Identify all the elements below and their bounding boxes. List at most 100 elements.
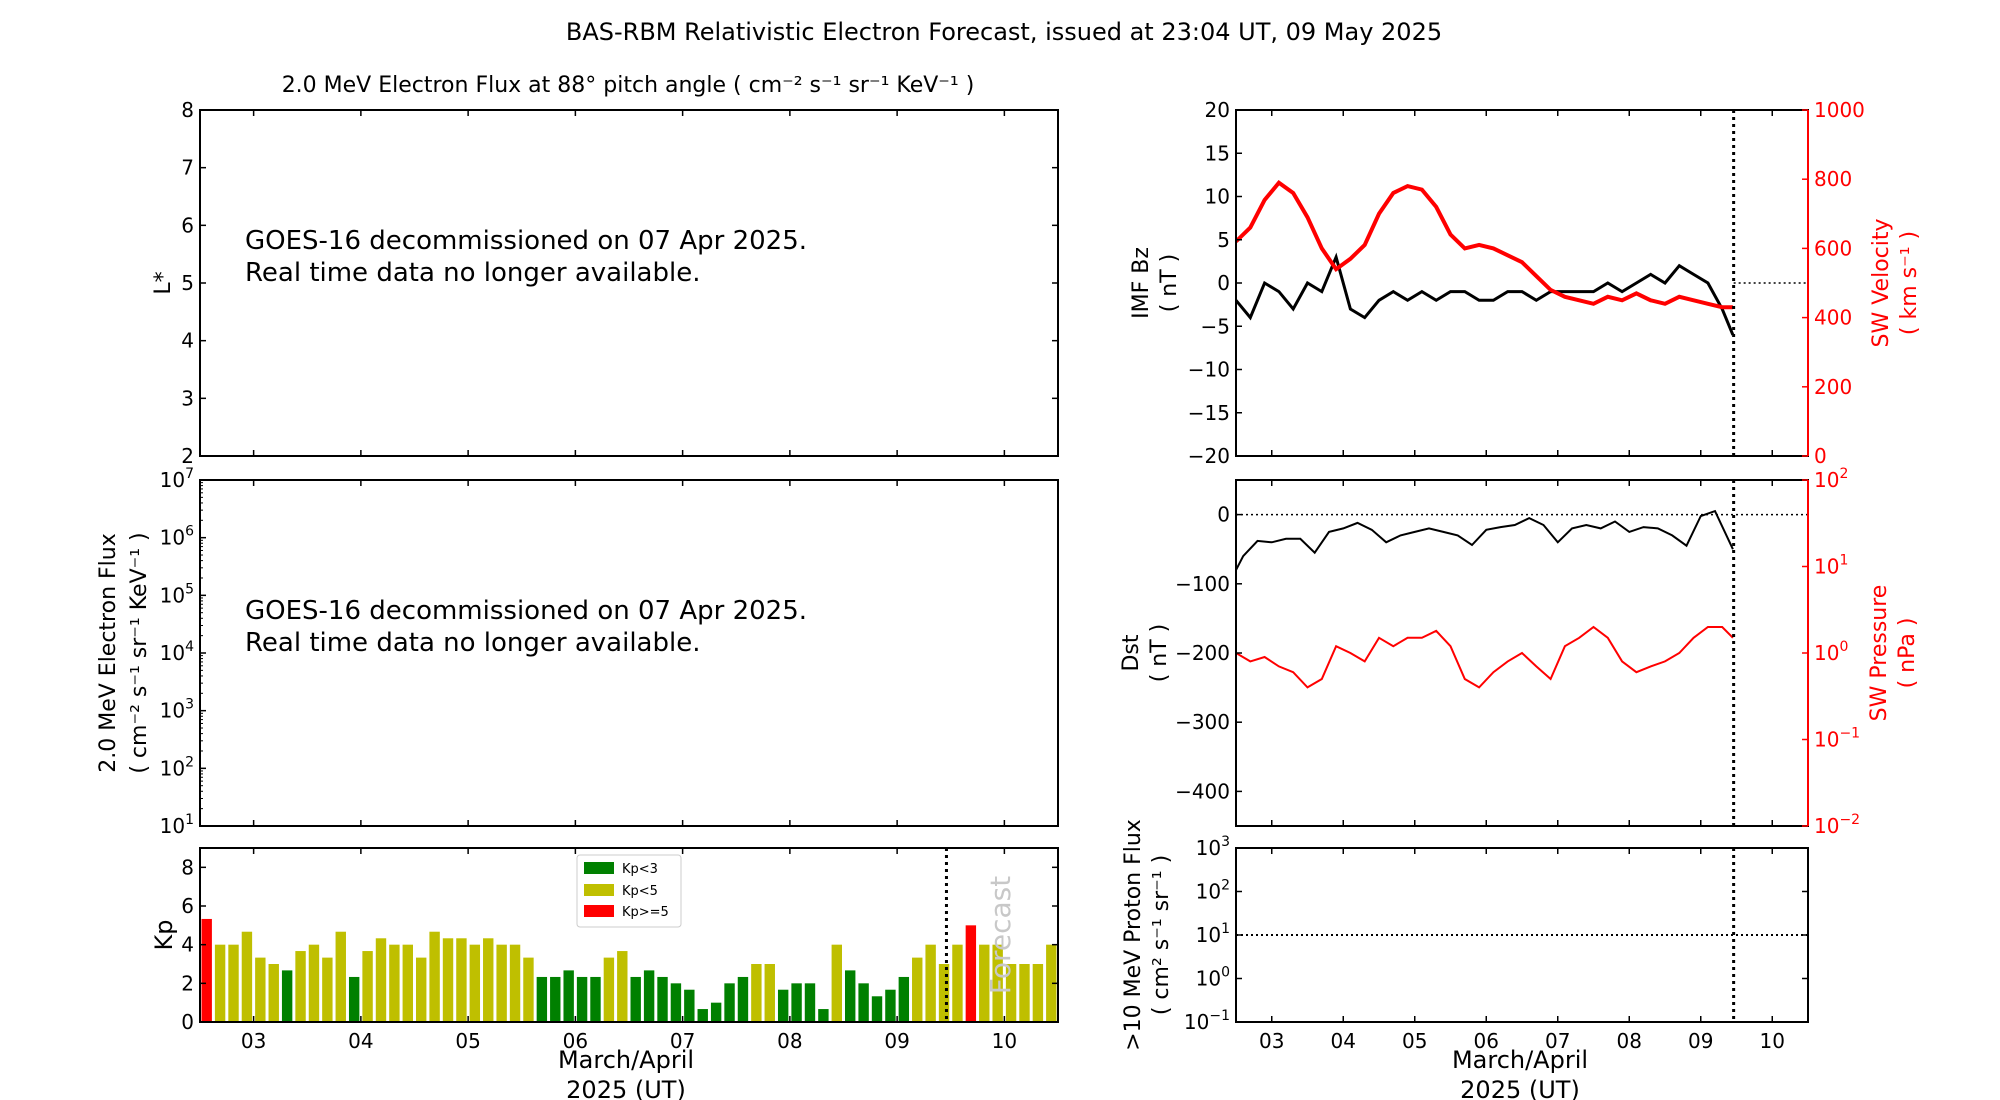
eflux-ylabel-unit: ( cm⁻² s⁻¹ sr⁻¹ KeV⁻¹ ) <box>127 532 152 773</box>
lstar-y-tick-label: 8 <box>181 98 194 122</box>
eflux-y-tick-label: 104 <box>160 639 194 665</box>
kp-bar <box>764 964 775 1022</box>
kp-bar <box>402 944 413 1022</box>
x-tick-label: 05 <box>455 1029 480 1053</box>
sw-pressure-unit: ( nPa ) <box>1895 618 1920 689</box>
proton-y-tick-label: 102 <box>1196 878 1230 904</box>
dst-y-tick-label: −300 <box>1175 710 1230 734</box>
eflux-y-tick-label: 102 <box>160 754 194 780</box>
kp-legend-swatch-mid <box>584 884 614 896</box>
kp-bar <box>308 944 320 1022</box>
x-tick-label: 04 <box>1331 1029 1356 1053</box>
lstar-y-tick-label: 2 <box>181 444 194 468</box>
kp-bar <box>201 918 212 1022</box>
kp-bar <box>965 925 977 1022</box>
imf-axes-frame <box>1235 109 1809 457</box>
eflux-y-tick-label: 103 <box>160 697 194 723</box>
kp-xlabel-line-1: March/April <box>558 1046 694 1074</box>
x-tick-label: 08 <box>777 1029 802 1053</box>
kp-bar <box>751 964 762 1022</box>
kp-bar <box>228 944 239 1022</box>
kp-legend-label-low: Kp<3 <box>622 862 658 877</box>
kp-bar <box>375 938 387 1022</box>
dst-ylabel-unit: ( nT ) <box>1147 624 1172 683</box>
sw-pressure-y-tick-label: 102 <box>1814 466 1848 492</box>
kp-bar <box>885 989 896 1022</box>
kp-y-tick-label: 2 <box>181 971 194 995</box>
lstar-ylabel: L* <box>151 271 176 294</box>
kp-y-tick-label: 8 <box>181 855 194 879</box>
x-tick-label: 07 <box>670 1029 695 1053</box>
kp-bar <box>496 944 507 1022</box>
kp-legend-swatch-high <box>584 905 614 917</box>
imf-y-tick-label: 0 <box>1217 271 1230 295</box>
lstar-message-line-2: Real time data no longer available. <box>245 258 700 288</box>
x-tick-label: 10 <box>992 1029 1017 1053</box>
lstar-y-tick-label: 5 <box>181 271 194 295</box>
kp-bar <box>523 957 534 1022</box>
lstar-panel: 2.0 MeV Electron Flux at 88° pitch angle… <box>151 73 1059 468</box>
kp-y-tick-label: 4 <box>181 933 194 957</box>
kp-bar <box>1032 964 1044 1022</box>
proton-ylabel: >10 MeV Proton Flux <box>1121 819 1146 1051</box>
eflux-y-tick-label: 105 <box>160 581 194 607</box>
sw-pressure-label: SW Pressure <box>1867 585 1892 722</box>
dst-ylabel: Dst <box>1119 634 1144 671</box>
kp-bar <box>630 976 641 1022</box>
x-tick-label: 10 <box>1760 1029 1785 1053</box>
sw-pressure-y-tick-label: 100 <box>1814 639 1848 665</box>
eflux-y-tick-label: 101 <box>160 812 194 838</box>
kp-panel: 0 2 4 6 8 03 04 05 06 07 08 09 10 Forecast Kp Kp<3 K… <box>150 847 1059 1100</box>
kp-bar <box>469 944 481 1022</box>
kp-bar <box>603 957 615 1022</box>
kp-bar <box>483 938 494 1022</box>
eflux-y-tick-label: 106 <box>160 524 194 550</box>
kp-bar <box>563 970 574 1022</box>
imf-ylabel-unit: ( nT ) <box>1157 254 1182 313</box>
kp-bar <box>456 938 467 1022</box>
x-tick-label: 08 <box>1617 1029 1642 1053</box>
lstar-y-tick-label: 7 <box>181 156 194 180</box>
kp-legend-label-high: Kp>=5 <box>622 905 669 920</box>
x-tick-label: 03 <box>241 1029 266 1053</box>
sw-pressure-line <box>1236 625 1734 689</box>
kp-bar <box>952 944 963 1022</box>
kp-bar <box>925 944 936 1022</box>
kp-bar <box>777 989 789 1022</box>
x-tick-label: 04 <box>348 1029 373 1053</box>
kp-bar <box>938 964 950 1022</box>
sw-velocity-line <box>1236 179 1733 310</box>
kp-bar <box>1019 964 1030 1022</box>
eflux-message-line-2: Real time data no longer available. <box>245 628 700 658</box>
x-tick-label: 05 <box>1402 1029 1427 1053</box>
kp-bar <box>710 1002 722 1022</box>
proton-xlabel-line-1: March/April <box>1452 1046 1588 1074</box>
dst-y-tick-label: 0 <box>1217 503 1230 527</box>
kp-axes-frame <box>199 847 1059 1023</box>
kp-bar <box>550 976 561 1022</box>
x-tick-label: 03 <box>1259 1029 1284 1053</box>
kp-bar <box>979 944 990 1022</box>
kp-bar <box>845 970 856 1022</box>
imf-y-tick-label: 5 <box>1217 228 1230 252</box>
kp-bar <box>348 976 360 1022</box>
imf-bz-line <box>1236 252 1735 336</box>
eflux-message-line-1: GOES-16 decommissioned on 07 Apr 2025. <box>245 596 807 626</box>
proton-ylabel-unit: ( cm² s⁻¹ sr⁻¹ ) <box>1149 855 1174 1015</box>
imf-y-tick-label: −5 <box>1201 314 1230 338</box>
kp-bar <box>442 938 454 1022</box>
dst-y-tick-label: −200 <box>1175 641 1230 665</box>
kp-bar <box>992 944 1003 1022</box>
kp-bar <box>670 983 682 1022</box>
imf-y-tick-label: −15 <box>1188 401 1230 425</box>
lstar-y-tick-label: 6 <box>181 213 194 237</box>
kp-xlabel-line-2: 2025 (UT) <box>566 1076 686 1100</box>
sw-velocity-y-tick-label: 400 <box>1814 306 1852 330</box>
kp-bar <box>912 957 923 1022</box>
kp-legend-swatch-low <box>584 862 614 874</box>
kp-legend: Kp<3 Kp<5 Kp>=5 <box>576 854 682 928</box>
kp-legend-label-mid: Kp<5 <box>622 884 658 899</box>
kp-bar <box>724 983 735 1022</box>
eflux-panel: 101 102 103 104 105 106 107 2.0 MeV Electron F… <box>96 466 1059 838</box>
